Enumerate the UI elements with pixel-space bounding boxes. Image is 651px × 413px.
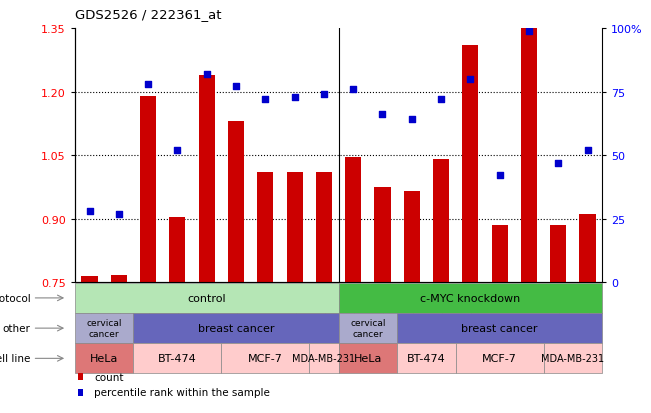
Bar [456, 344, 544, 373]
Point [348, 86, 358, 93]
Bar [221, 344, 309, 373]
Text: breast cancer: breast cancer [198, 323, 274, 333]
Point [319, 92, 329, 98]
Text: GDS2526 / 222361_at: GDS2526 / 222361_at [75, 8, 221, 21]
Text: cervical
cancer: cervical cancer [350, 319, 385, 338]
Point [495, 173, 505, 179]
Point [289, 94, 299, 101]
Text: cell line: cell line [0, 354, 31, 363]
Text: HeLa: HeLa [353, 354, 382, 363]
Point [231, 84, 242, 90]
Bar [78, 389, 83, 396]
Text: protocol: protocol [0, 293, 31, 303]
Bar [345, 158, 361, 282]
Bar [521, 29, 537, 282]
Bar [169, 217, 186, 282]
Text: other: other [3, 323, 31, 333]
Bar [228, 122, 244, 282]
Bar [199, 76, 215, 282]
Point [553, 160, 564, 166]
Bar [579, 215, 596, 282]
Text: cervical
cancer: cervical cancer [87, 319, 122, 338]
Bar [550, 225, 566, 282]
Bar [462, 46, 478, 282]
Bar [309, 344, 339, 373]
Bar [339, 283, 602, 313]
Bar [81, 276, 98, 282]
Bar [133, 344, 221, 373]
Bar [397, 344, 456, 373]
Bar [75, 344, 133, 373]
Text: MCF-7: MCF-7 [248, 354, 283, 363]
Point [406, 117, 417, 123]
Bar [286, 173, 303, 282]
Bar [339, 313, 397, 343]
Text: MDA-MB-231: MDA-MB-231 [542, 354, 604, 363]
Bar [316, 173, 332, 282]
Point [465, 76, 476, 83]
Bar [492, 225, 508, 282]
Bar [397, 313, 602, 343]
Point [436, 97, 447, 103]
Text: MCF-7: MCF-7 [482, 354, 517, 363]
Text: percentile rank within the sample: percentile rank within the sample [94, 387, 270, 397]
Bar [140, 97, 156, 282]
Point [114, 211, 124, 217]
Text: breast cancer: breast cancer [462, 323, 538, 333]
Text: control: control [187, 293, 226, 303]
Bar [75, 313, 133, 343]
Bar [75, 283, 339, 313]
Point [523, 28, 534, 35]
Point [378, 112, 388, 119]
Text: c-MYC knockdown: c-MYC knockdown [421, 293, 520, 303]
Text: BT-474: BT-474 [407, 354, 446, 363]
Bar [257, 173, 273, 282]
Text: MDA-MB-231: MDA-MB-231 [292, 354, 355, 363]
Bar [544, 344, 602, 373]
Bar [133, 313, 339, 343]
Point [85, 208, 95, 215]
Bar [433, 160, 449, 282]
Point [260, 97, 271, 103]
Bar [339, 344, 397, 373]
Bar [111, 275, 127, 282]
Text: HeLa: HeLa [90, 354, 118, 363]
Bar [374, 188, 391, 282]
Text: count: count [94, 372, 124, 382]
Bar [404, 192, 420, 282]
Point [583, 147, 593, 154]
Point [173, 147, 183, 154]
Bar [78, 373, 83, 380]
Point [143, 81, 154, 88]
Text: BT-474: BT-474 [158, 354, 197, 363]
Point [202, 71, 212, 78]
